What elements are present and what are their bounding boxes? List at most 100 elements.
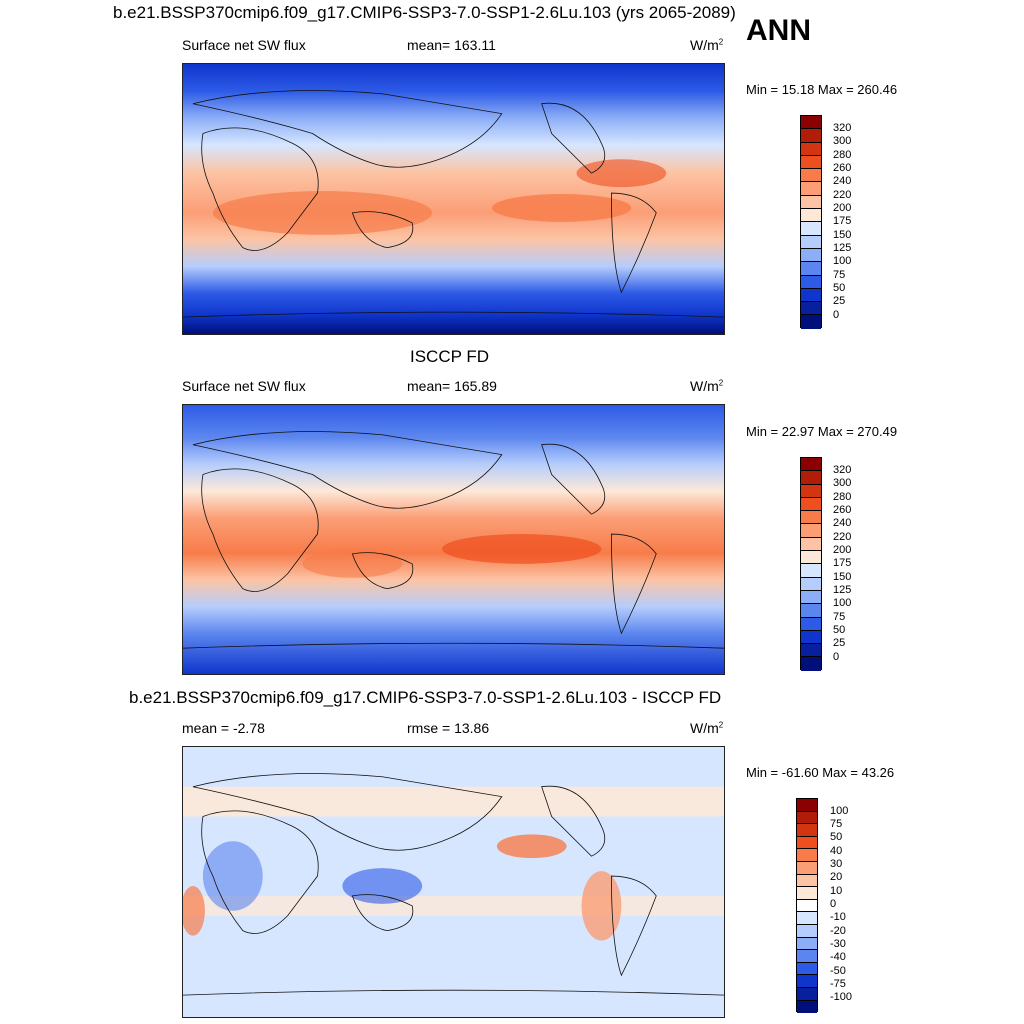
colorbar-tick-label: 200 [833, 202, 852, 214]
colorbar-tick-label: 260 [833, 162, 852, 174]
panel3-maritime-negative [342, 868, 423, 904]
panel3-minmax: Min = -61.60 Max = 43.26 [746, 765, 895, 780]
colorbar-tick-label: 75 [833, 611, 846, 623]
panel1-pacific-max [491, 194, 632, 222]
panel2-colorbar-segment [801, 484, 821, 498]
panel3-mean-label: mean = -2.78 [182, 720, 265, 736]
panel2-mean-label: mean= 165.89 [407, 378, 497, 394]
panel3-pacific-positive [496, 834, 567, 859]
panel1-colorbar-segment [801, 209, 821, 223]
panel2-colorbar-segment [801, 644, 821, 658]
panel3-colorbar-segment [797, 950, 817, 963]
panel3-colorbar-segment [797, 975, 817, 988]
colorbar-tick-label: 0 [830, 898, 837, 910]
panel3-colorbar-segment [797, 1000, 817, 1014]
colorbar-tick-label: 175 [833, 557, 852, 569]
colorbar-tick-label: 320 [833, 122, 852, 134]
colorbar-tick-label: 150 [833, 571, 852, 583]
panel3-band [183, 786, 724, 817]
colorbar-tick-label: 200 [833, 544, 852, 556]
panel2-title: ISCCP FD [410, 347, 490, 366]
panel3-colorbar-segment [797, 874, 817, 888]
panel3-andes-positive [581, 871, 622, 941]
panel2-minmax: Min = 22.97 Max = 270.49 [746, 424, 898, 439]
panel2-colorbar-segment [801, 590, 821, 605]
panel1-variable-label: Surface net SW flux [182, 37, 306, 53]
panel3-colorbar-segment [797, 849, 817, 862]
panel3-colorbar-segment [797, 824, 817, 837]
panel3-colorbar-segment [797, 861, 817, 875]
panel2-colorbar-segment [801, 537, 821, 552]
colorbar-tick-label: 75 [830, 818, 843, 830]
panel1-atlantic-max [576, 159, 667, 188]
colorbar-tick-label: 75 [833, 269, 846, 281]
colorbar-tick-label: 30 [830, 858, 843, 870]
panel3-coastlines [183, 773, 724, 996]
colorbar-tick-label: -30 [830, 938, 846, 950]
panel3-colorbar-segment [797, 899, 817, 913]
panel1-coastlines [183, 90, 724, 318]
panel3-colorbar-segment [797, 937, 817, 951]
panel2-map-svg [183, 405, 724, 674]
panel3-colorbar-segment [797, 962, 817, 976]
panel2-field [183, 405, 724, 674]
panel3-colorbar [796, 798, 818, 1014]
panel1-colorbar-segment [801, 195, 821, 210]
colorbar-tick-label: 25 [833, 637, 846, 649]
panel2-map [182, 404, 725, 675]
colorbar-tick-label: 220 [833, 531, 852, 543]
panel2-units: W/m2 [690, 378, 724, 394]
colorbar-tick-label: 150 [833, 229, 852, 241]
colorbar-tick-label: -20 [830, 925, 846, 937]
panel1-map-svg [183, 64, 724, 334]
panel1-colorbar-segment [801, 235, 821, 249]
colorbar-tick-label: 280 [833, 149, 852, 161]
panel3-atlantic-positive [183, 885, 205, 936]
colorbar-tick-label: 100 [833, 255, 852, 267]
panel1-colorbar-segment [801, 262, 821, 276]
panel2-colorbar-segment [801, 511, 821, 525]
colorbar-tick-label: 125 [833, 584, 852, 596]
panel1-colorbar-segment [801, 116, 821, 130]
panel2-colorbar [800, 457, 822, 671]
colorbar-tick-label: 125 [833, 242, 852, 254]
colorbar-tick-label: 240 [833, 175, 852, 187]
panel3-colorbar-segment [797, 887, 817, 900]
panel2-australia-max [302, 549, 403, 578]
colorbar-tick-label: -50 [830, 965, 846, 977]
panel3-colorbar-segment [797, 912, 817, 925]
panel2-colorbar-segment [801, 604, 821, 618]
colorbar-tick-label: 20 [830, 871, 843, 883]
panel3-colorbar-segment [797, 811, 817, 825]
panel3-rmse-label: rmse = 13.86 [407, 720, 490, 736]
panel3-map [182, 746, 725, 1018]
panel2-colorbar-segment [801, 497, 821, 512]
colorbar-tick-label: 100 [830, 805, 849, 817]
colorbar-tick-label: 50 [833, 624, 846, 636]
panel2-colorbar-segment [801, 551, 821, 565]
colorbar-tick-label: 240 [833, 517, 852, 529]
panel2-colorbar-segment [801, 617, 821, 631]
panel1-units: W/m2 [690, 37, 724, 53]
panel1-colorbar-segment [801, 315, 821, 329]
panel1-colorbar [800, 115, 822, 329]
panel1-indian-ocean-max [212, 191, 433, 235]
panel1-colorbar-segment [801, 129, 821, 143]
colorbar-tick-label: 320 [833, 464, 852, 476]
season-label: ANN [746, 14, 811, 47]
panel2-variable-label: Surface net SW flux [182, 378, 306, 394]
colorbar-tick-label: 25 [833, 295, 846, 307]
panel2-colorbar-segment [801, 577, 821, 591]
panel1-minmax: Min = 15.18 Max = 260.46 [746, 82, 898, 97]
colorbar-tick-label: -75 [830, 978, 846, 990]
panel1-colorbar-segment [801, 155, 821, 170]
panel1-mean-label: mean= 163.11 [407, 37, 496, 53]
panel2-colorbar-segment [801, 471, 821, 485]
panel1-colorbar-segment [801, 142, 821, 156]
panel2-colorbar-segment [801, 657, 821, 671]
colorbar-tick-label: -10 [830, 911, 846, 923]
colorbar-tick-label: 0 [833, 651, 840, 663]
colorbar-tick-label: 175 [833, 215, 852, 227]
colorbar-tick-label: -100 [830, 991, 853, 1003]
panel1-colorbar-segment [801, 275, 821, 289]
